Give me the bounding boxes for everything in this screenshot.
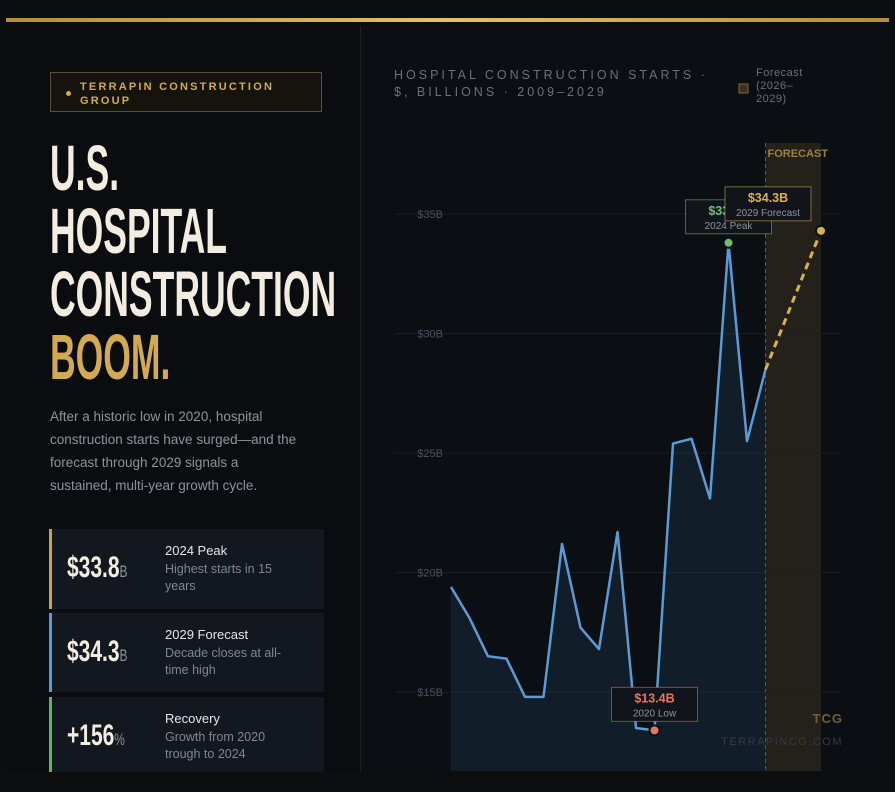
y-tick-label: $25B [417,448,443,460]
stat-note: Highest starts in 15 years [165,562,272,593]
y-tick-label: $30B [417,329,443,341]
chart-title: HOSPITAL CONSTRUCTION STARTS · [394,68,708,82]
watermark: TCG [813,711,843,726]
headline: BOOM. [50,321,171,393]
stat-unit: B [119,646,128,665]
annotation-note: 2029 Forecast [736,208,800,219]
stat-label: 2029 Forecast [165,627,249,642]
stat-unit: % [114,730,125,749]
stat-card: +156% Recovery Growth from 2020 trough to … [49,697,324,772]
annotation-note: 2020 Low [633,708,677,719]
y-tick-label: $35B [417,209,443,221]
line [449,241,767,732]
stat-card: $34.3B 2029 Forecast Decade closes at all-… [49,613,324,692]
y-tick-label: $20B [417,568,443,580]
chart-title: $, BILLIONS · 2009–2029 [394,85,607,99]
intro: After a historic low in 2020, hospital c… [50,409,297,493]
stat-number: +156 [67,719,115,752]
forecast-band-label: FORECAST [768,148,829,160]
stat-label: Recovery [165,711,220,726]
stat-note: Growth from 2020 trough to 2024 [165,730,266,761]
badge: TERRAPIN CONSTRUCTION GROUP [50,72,322,112]
annotation-label: $34.3B [748,191,788,205]
headline: U.S. [50,132,120,204]
footer-strip [0,772,895,792]
marker [722,236,735,249]
annotation-box [724,186,812,222]
marker [648,724,661,737]
stat-note: Decade closes at all-time high [165,646,282,677]
headline: CONSTRUCTION [50,258,337,330]
watermark-url: TERRAPINCG.COM [721,736,843,748]
badge-text: TERRAPIN CONSTRUCTION GROUP [80,81,275,107]
annotation-label: $13.4B [634,691,674,705]
headline: HOSPITAL [50,195,227,267]
stat-value: $34.3B [67,635,127,669]
y-tick-label: $15B [417,687,443,699]
area [451,242,766,772]
annotation-note: 2024 Peak [705,221,754,232]
line [764,230,823,371]
stat-number: $34.3 [67,635,120,668]
stat-value: $33.8B [67,551,127,585]
forecast-band [765,143,821,771]
stat-label: 2024 Peak [165,543,228,558]
stat-value: +156% [67,719,125,753]
stat-unit: B [119,562,128,581]
stat-card: $33.8B 2024 Peak Highest starts in 15 year… [49,529,324,609]
legend-label: Forecast (2026–2029) [756,67,803,105]
top-bar [6,18,889,22]
legend-swatch [738,83,749,94]
annotation-box [611,686,698,722]
stat-number: $33.8 [67,551,120,584]
marker [815,224,827,237]
